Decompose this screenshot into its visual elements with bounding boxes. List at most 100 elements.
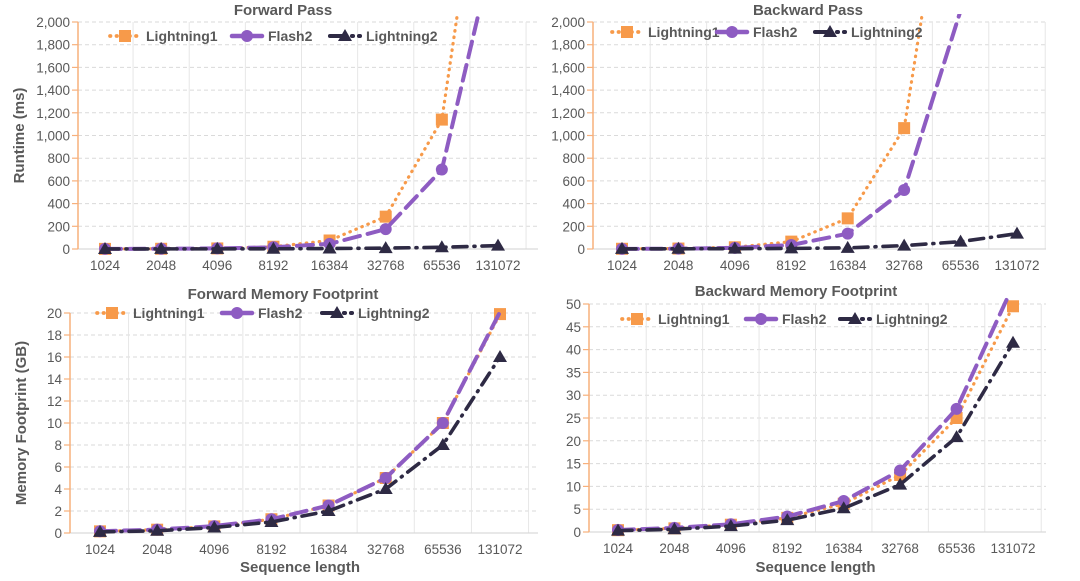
x-tick-label: 65536 — [942, 258, 980, 273]
y-tick-label: 4 — [54, 482, 62, 497]
data-point-lightning2 — [671, 241, 686, 254]
y-tick-label: 16 — [47, 350, 62, 365]
y-tick-label: 15 — [566, 457, 581, 472]
y-tick-label: 600 — [562, 174, 585, 189]
x-tick-label: 8192 — [256, 542, 286, 557]
y-tick-label: 200 — [562, 219, 585, 234]
data-point-lightning2 — [1010, 226, 1024, 239]
y-axis-label: Runtime (ms) — [11, 88, 28, 184]
legend-marker-lightning2 — [848, 312, 862, 324]
x-tick-label: 32768 — [367, 542, 405, 557]
y-tick-label: 5 — [573, 502, 581, 517]
data-point-lightning2 — [493, 350, 507, 362]
legend-marker-flash2 — [241, 30, 253, 42]
x-tick-label: 1024 — [603, 541, 634, 556]
series-line-flash2 — [98, 309, 502, 534]
legend-label: Lightning1 — [146, 28, 218, 44]
x-tick-label: 32768 — [881, 541, 919, 556]
legend-label: Lightning1 — [648, 24, 720, 40]
x-tick-label: 8192 — [772, 541, 802, 556]
y-tick-label: 1,200 — [36, 106, 70, 121]
legend-label: Flash2 — [268, 28, 313, 44]
data-point-flash2 — [841, 227, 854, 240]
data-point-flash2 — [950, 402, 963, 415]
chart-panel-1: 0 200 400 600 800 1,000 1,200 1,400 1,600 1,800 2,… — [551, 2, 1046, 273]
chart-title: Forward Pass — [234, 2, 332, 19]
x-tick-label: 2048 — [663, 258, 693, 273]
x-tick-label: 2048 — [142, 542, 172, 557]
y-tick-label: 0 — [54, 526, 62, 541]
x-tick-label: 131072 — [994, 258, 1039, 273]
data-point-lightning2 — [615, 241, 629, 254]
data-point-lightning1 — [379, 210, 392, 223]
series-group — [93, 308, 507, 538]
y-tick-label: 0 — [577, 242, 585, 257]
legend-marker-lightning1 — [119, 30, 131, 42]
series-line-lightning2 — [103, 243, 500, 251]
chart-panel-0: 0 200 400 600 800 1,000 1,200 1,400 1,600 1,800 2,… — [11, 2, 538, 273]
y-tick-label: 2,000 — [551, 15, 585, 30]
y-tick-label: 12 — [47, 394, 62, 409]
data-point-lightning2 — [491, 238, 505, 251]
x-tick-label: 65536 — [424, 542, 462, 557]
data-point-lightning2 — [154, 241, 169, 254]
series-line-lightning2 — [620, 231, 1019, 251]
data-point-lightning2 — [378, 241, 393, 254]
y-tick-label: 1,000 — [36, 129, 70, 144]
x-tick-label: 16384 — [310, 542, 348, 557]
series-group — [611, 296, 1020, 537]
y-tick-label: 1,800 — [36, 38, 70, 53]
y-tick-label: 10 — [566, 479, 581, 494]
y-tick-label: 1,400 — [551, 83, 585, 98]
data-point-lightning2 — [780, 513, 795, 526]
data-point-lightning2 — [897, 238, 912, 251]
y-tick-label: 0 — [62, 242, 70, 257]
legend-label: Lightning2 — [876, 311, 948, 327]
data-point-lightning2 — [321, 504, 336, 516]
x-tick-label: 1024 — [607, 258, 638, 273]
y-tick-label: 800 — [562, 151, 585, 166]
y-tick-label: 45 — [566, 320, 581, 335]
x-axis-label: Sequence length — [240, 559, 360, 576]
legend-label: Flash2 — [782, 311, 827, 327]
data-point-lightning2 — [784, 241, 799, 254]
data-point-flash2 — [894, 464, 907, 477]
legend-label: Flash2 — [753, 24, 798, 40]
data-point-lightning1 — [435, 113, 448, 126]
y-tick-label: 400 — [47, 197, 70, 212]
data-point-lightning2 — [207, 520, 222, 533]
y-tick-label: 14 — [47, 372, 63, 387]
x-tick-label: 131072 — [475, 258, 520, 273]
x-tick-label: 131072 — [990, 541, 1035, 556]
y-tick-label: 2 — [54, 504, 62, 519]
x-tick-label: 16384 — [825, 541, 863, 556]
x-tick-label: 4096 — [720, 258, 750, 273]
legend-label: Lightning2 — [358, 305, 430, 321]
data-point-lightning2 — [953, 234, 968, 247]
data-point-lightning1 — [841, 212, 854, 225]
legend-marker-lightning1 — [631, 313, 643, 325]
y-tick-label: 8 — [54, 438, 62, 453]
data-point-lightning2 — [150, 523, 165, 536]
x-tick-label: 131072 — [477, 542, 522, 557]
y-tick-label: 1,200 — [551, 106, 585, 121]
y-tick-label: 10 — [47, 416, 62, 431]
y-tick-label: 18 — [47, 328, 62, 343]
x-tick-label: 8192 — [258, 258, 288, 273]
y-tick-label: 35 — [566, 365, 581, 380]
x-tick-label: 32768 — [367, 258, 405, 273]
legend: Lightning1 Flash2 Lightning2 — [620, 311, 948, 327]
y-tick-label: 6 — [54, 460, 62, 475]
y-tick-label: 20 — [47, 306, 62, 321]
data-point-flash2 — [436, 417, 449, 429]
series-line-lightning2 — [98, 355, 502, 534]
y-tick-label: 1,600 — [551, 60, 585, 75]
data-point-lightning2 — [264, 515, 279, 527]
data-point-lightning2 — [667, 522, 682, 535]
data-point-lightning2 — [840, 240, 855, 253]
series-line-lightning2 — [616, 340, 1015, 533]
legend-label: Lightning1 — [658, 311, 730, 327]
x-tick-label: 2048 — [146, 258, 176, 273]
x-axis-label: Sequence length — [755, 559, 875, 576]
